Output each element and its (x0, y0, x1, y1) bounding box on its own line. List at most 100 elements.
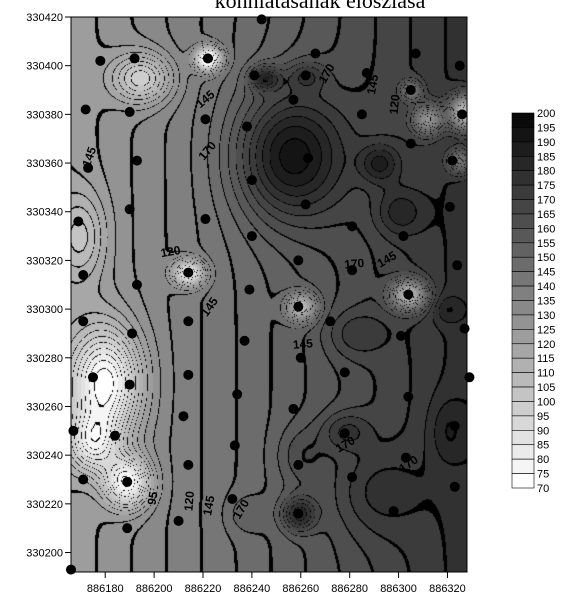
sample-point (356, 109, 367, 120)
legend-label: 110 (537, 368, 555, 380)
y-tick-label: 330320 (26, 255, 63, 267)
legend-label: 175 (537, 180, 555, 192)
legend-swatch (511, 357, 535, 373)
sample-point (88, 372, 98, 383)
legend-swatch (511, 228, 535, 244)
sample-point (122, 476, 133, 487)
legend-swatch (511, 271, 535, 287)
sample-point (339, 367, 350, 378)
legend-label: 180 (537, 166, 555, 178)
contour-label: 145 (364, 73, 381, 95)
sample-point (229, 440, 240, 451)
legend-label: 140 (537, 281, 555, 293)
legend-swatch (511, 430, 535, 446)
legend-swatch (511, 415, 535, 431)
sample-point (405, 138, 416, 149)
legend-label: 185 (537, 151, 555, 163)
sample-point (300, 70, 311, 81)
x-tick-label: 886320 (429, 583, 466, 595)
sample-point (405, 85, 416, 96)
sample-point (95, 55, 106, 66)
x-tick-label: 886240 (234, 583, 271, 595)
legend-swatch (511, 314, 535, 330)
sample-point (249, 70, 260, 81)
sample-point (293, 508, 304, 519)
sample-point (452, 260, 463, 271)
legend-label: 160 (537, 223, 555, 235)
legend-swatch (511, 199, 535, 215)
sample-point (410, 48, 421, 59)
sample-point (246, 175, 257, 186)
sample-point (132, 279, 142, 290)
sample-point (110, 430, 120, 441)
legend-label: 115 (537, 353, 555, 365)
contour-label: 120 (181, 490, 197, 511)
sample-point (293, 301, 304, 312)
sample-point (183, 267, 194, 278)
sample-point (183, 369, 194, 380)
sample-point (339, 428, 350, 439)
x-tick-label: 886200 (136, 583, 173, 595)
sample-point (454, 60, 465, 71)
legend-swatch (511, 127, 535, 143)
legend-swatch (511, 473, 535, 489)
sample-point (202, 53, 213, 64)
sample-point (124, 379, 135, 390)
sample-point (78, 270, 89, 281)
sample-point (325, 316, 336, 327)
x-tick-label: 886300 (380, 583, 417, 595)
legend-label: 190 (537, 137, 555, 149)
legend-swatch (511, 444, 535, 460)
legend-label: 170 (537, 195, 555, 207)
legend-label: 105 (537, 382, 555, 394)
contour-label: 120 (159, 243, 181, 260)
sample-point (347, 221, 358, 232)
sample-point (73, 216, 84, 227)
legend-label: 100 (537, 396, 555, 408)
sample-point (246, 231, 257, 242)
y-tick-label: 330280 (26, 353, 63, 365)
y-tick-label: 330240 (26, 450, 63, 462)
sample-point (178, 411, 189, 422)
legend-swatch (511, 112, 535, 128)
legend-swatch (511, 141, 535, 157)
legend-swatch (511, 256, 535, 272)
sample-point (124, 204, 135, 215)
legend-label: 125 (537, 324, 555, 336)
sample-point (68, 425, 79, 436)
contour-label: 120 (387, 93, 403, 114)
sample-point (232, 389, 243, 400)
sample-point (459, 323, 470, 334)
x-tick-label: 886180 (87, 583, 124, 595)
sample-point (303, 153, 314, 164)
legend-label: 85 (537, 440, 549, 452)
sample-point (127, 328, 138, 339)
legend-label: 145 (537, 267, 555, 279)
legend-swatch (511, 242, 535, 258)
sample-point (80, 104, 91, 115)
sample-point (295, 352, 306, 363)
x-tick-label: 886260 (282, 583, 319, 595)
sample-point (242, 121, 252, 132)
sample-point (457, 109, 468, 120)
legend-label: 75 (537, 469, 549, 481)
legend-label: 135 (537, 296, 555, 308)
sample-point (300, 199, 311, 210)
legend-swatch (511, 386, 535, 402)
sample-point (288, 94, 299, 105)
sample-point (200, 214, 211, 225)
legend-swatch (511, 329, 535, 345)
legend-swatch (511, 170, 535, 186)
contour-label: 95 (145, 490, 161, 506)
legend-swatch (511, 184, 535, 200)
legend-label: 70 (537, 483, 549, 495)
chart-title: kohniatasának eloszlása (214, 0, 426, 13)
y-tick-label: 330200 (26, 548, 63, 560)
legend-label: 95 (537, 411, 549, 423)
y-tick-label: 330400 (26, 61, 63, 73)
legend-label: 120 (537, 339, 555, 351)
sample-point (400, 452, 411, 463)
sample-point (132, 155, 142, 166)
sample-point (388, 506, 399, 517)
